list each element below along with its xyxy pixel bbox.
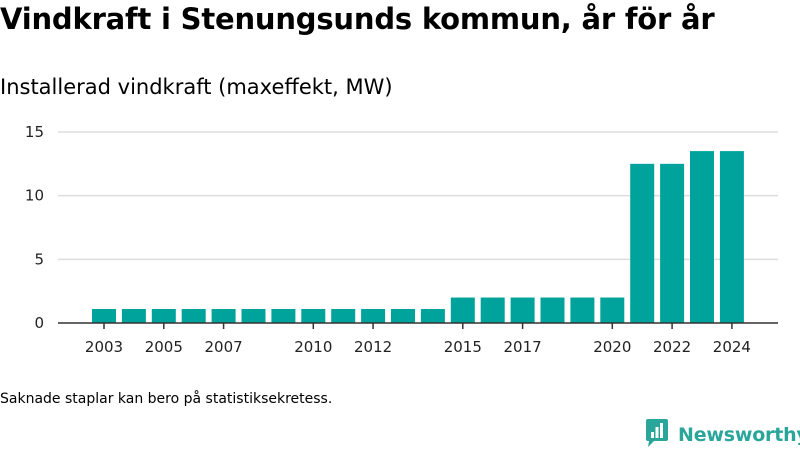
bar-2024 bbox=[719, 151, 744, 323]
newsworthy-logo-icon bbox=[644, 418, 670, 452]
bar-2022 bbox=[660, 163, 685, 323]
x-tick-label: 2020 bbox=[593, 338, 631, 356]
bar-2023 bbox=[690, 151, 714, 323]
bar-2021 bbox=[630, 163, 655, 323]
y-tick-label: 0 bbox=[34, 314, 44, 332]
x-tick-label: 2017 bbox=[504, 338, 542, 356]
tick-labels: 0 5 10 15 2003 2005 2007 2010 2012 2015 2017 2020 20… bbox=[25, 123, 751, 356]
y-tick-label: 10 bbox=[25, 187, 44, 205]
x-tick-label: 2024 bbox=[713, 338, 751, 356]
bar-2014 bbox=[420, 308, 445, 323]
x-tick-label: 2022 bbox=[653, 338, 691, 356]
brand: Newsworthy bbox=[644, 418, 800, 452]
x-tick-label: 2007 bbox=[205, 338, 243, 356]
x-axis bbox=[58, 322, 778, 329]
bar-2011 bbox=[331, 308, 356, 323]
x-tick-label: 2003 bbox=[85, 338, 123, 356]
chart-title: Vindkraft i Stenungsunds kommun, år för … bbox=[0, 2, 715, 36]
bar-2018 bbox=[540, 297, 565, 323]
x-tick-label: 2015 bbox=[444, 338, 482, 356]
bar-2008 bbox=[241, 308, 266, 323]
bar-chart: 0 5 10 15 2003 2005 2007 2010 2012 2015 2017 2020 20… bbox=[25, 123, 778, 356]
bar-2019 bbox=[570, 297, 595, 323]
bar-2005 bbox=[151, 308, 176, 323]
brand-name: Newsworthy bbox=[678, 424, 800, 446]
bar-2015 bbox=[450, 297, 475, 323]
y-tick-label: 5 bbox=[34, 250, 44, 268]
bar-2013 bbox=[391, 308, 415, 323]
bar-2007 bbox=[211, 308, 236, 323]
bar-2004 bbox=[121, 308, 146, 323]
bar-2016 bbox=[480, 297, 505, 323]
bar-2006 bbox=[181, 308, 206, 323]
bar-2017 bbox=[510, 297, 535, 323]
bars bbox=[92, 151, 744, 323]
chart-subtitle: Installerad vindkraft (maxeffekt, MW) bbox=[0, 75, 393, 99]
x-tick-label: 2005 bbox=[145, 338, 183, 356]
x-tick-label: 2012 bbox=[354, 338, 392, 356]
bar-2003 bbox=[92, 308, 116, 323]
bar-2020 bbox=[600, 297, 625, 323]
y-tick-label: 15 bbox=[25, 123, 44, 141]
bar-2010 bbox=[301, 308, 326, 323]
bar-2012 bbox=[361, 308, 386, 323]
bar-2009 bbox=[271, 308, 296, 323]
grid-lines bbox=[58, 131, 778, 261]
x-tick-label: 2010 bbox=[294, 338, 332, 356]
footnote: Saknade staplar kan bero på statistiksek… bbox=[0, 391, 333, 407]
